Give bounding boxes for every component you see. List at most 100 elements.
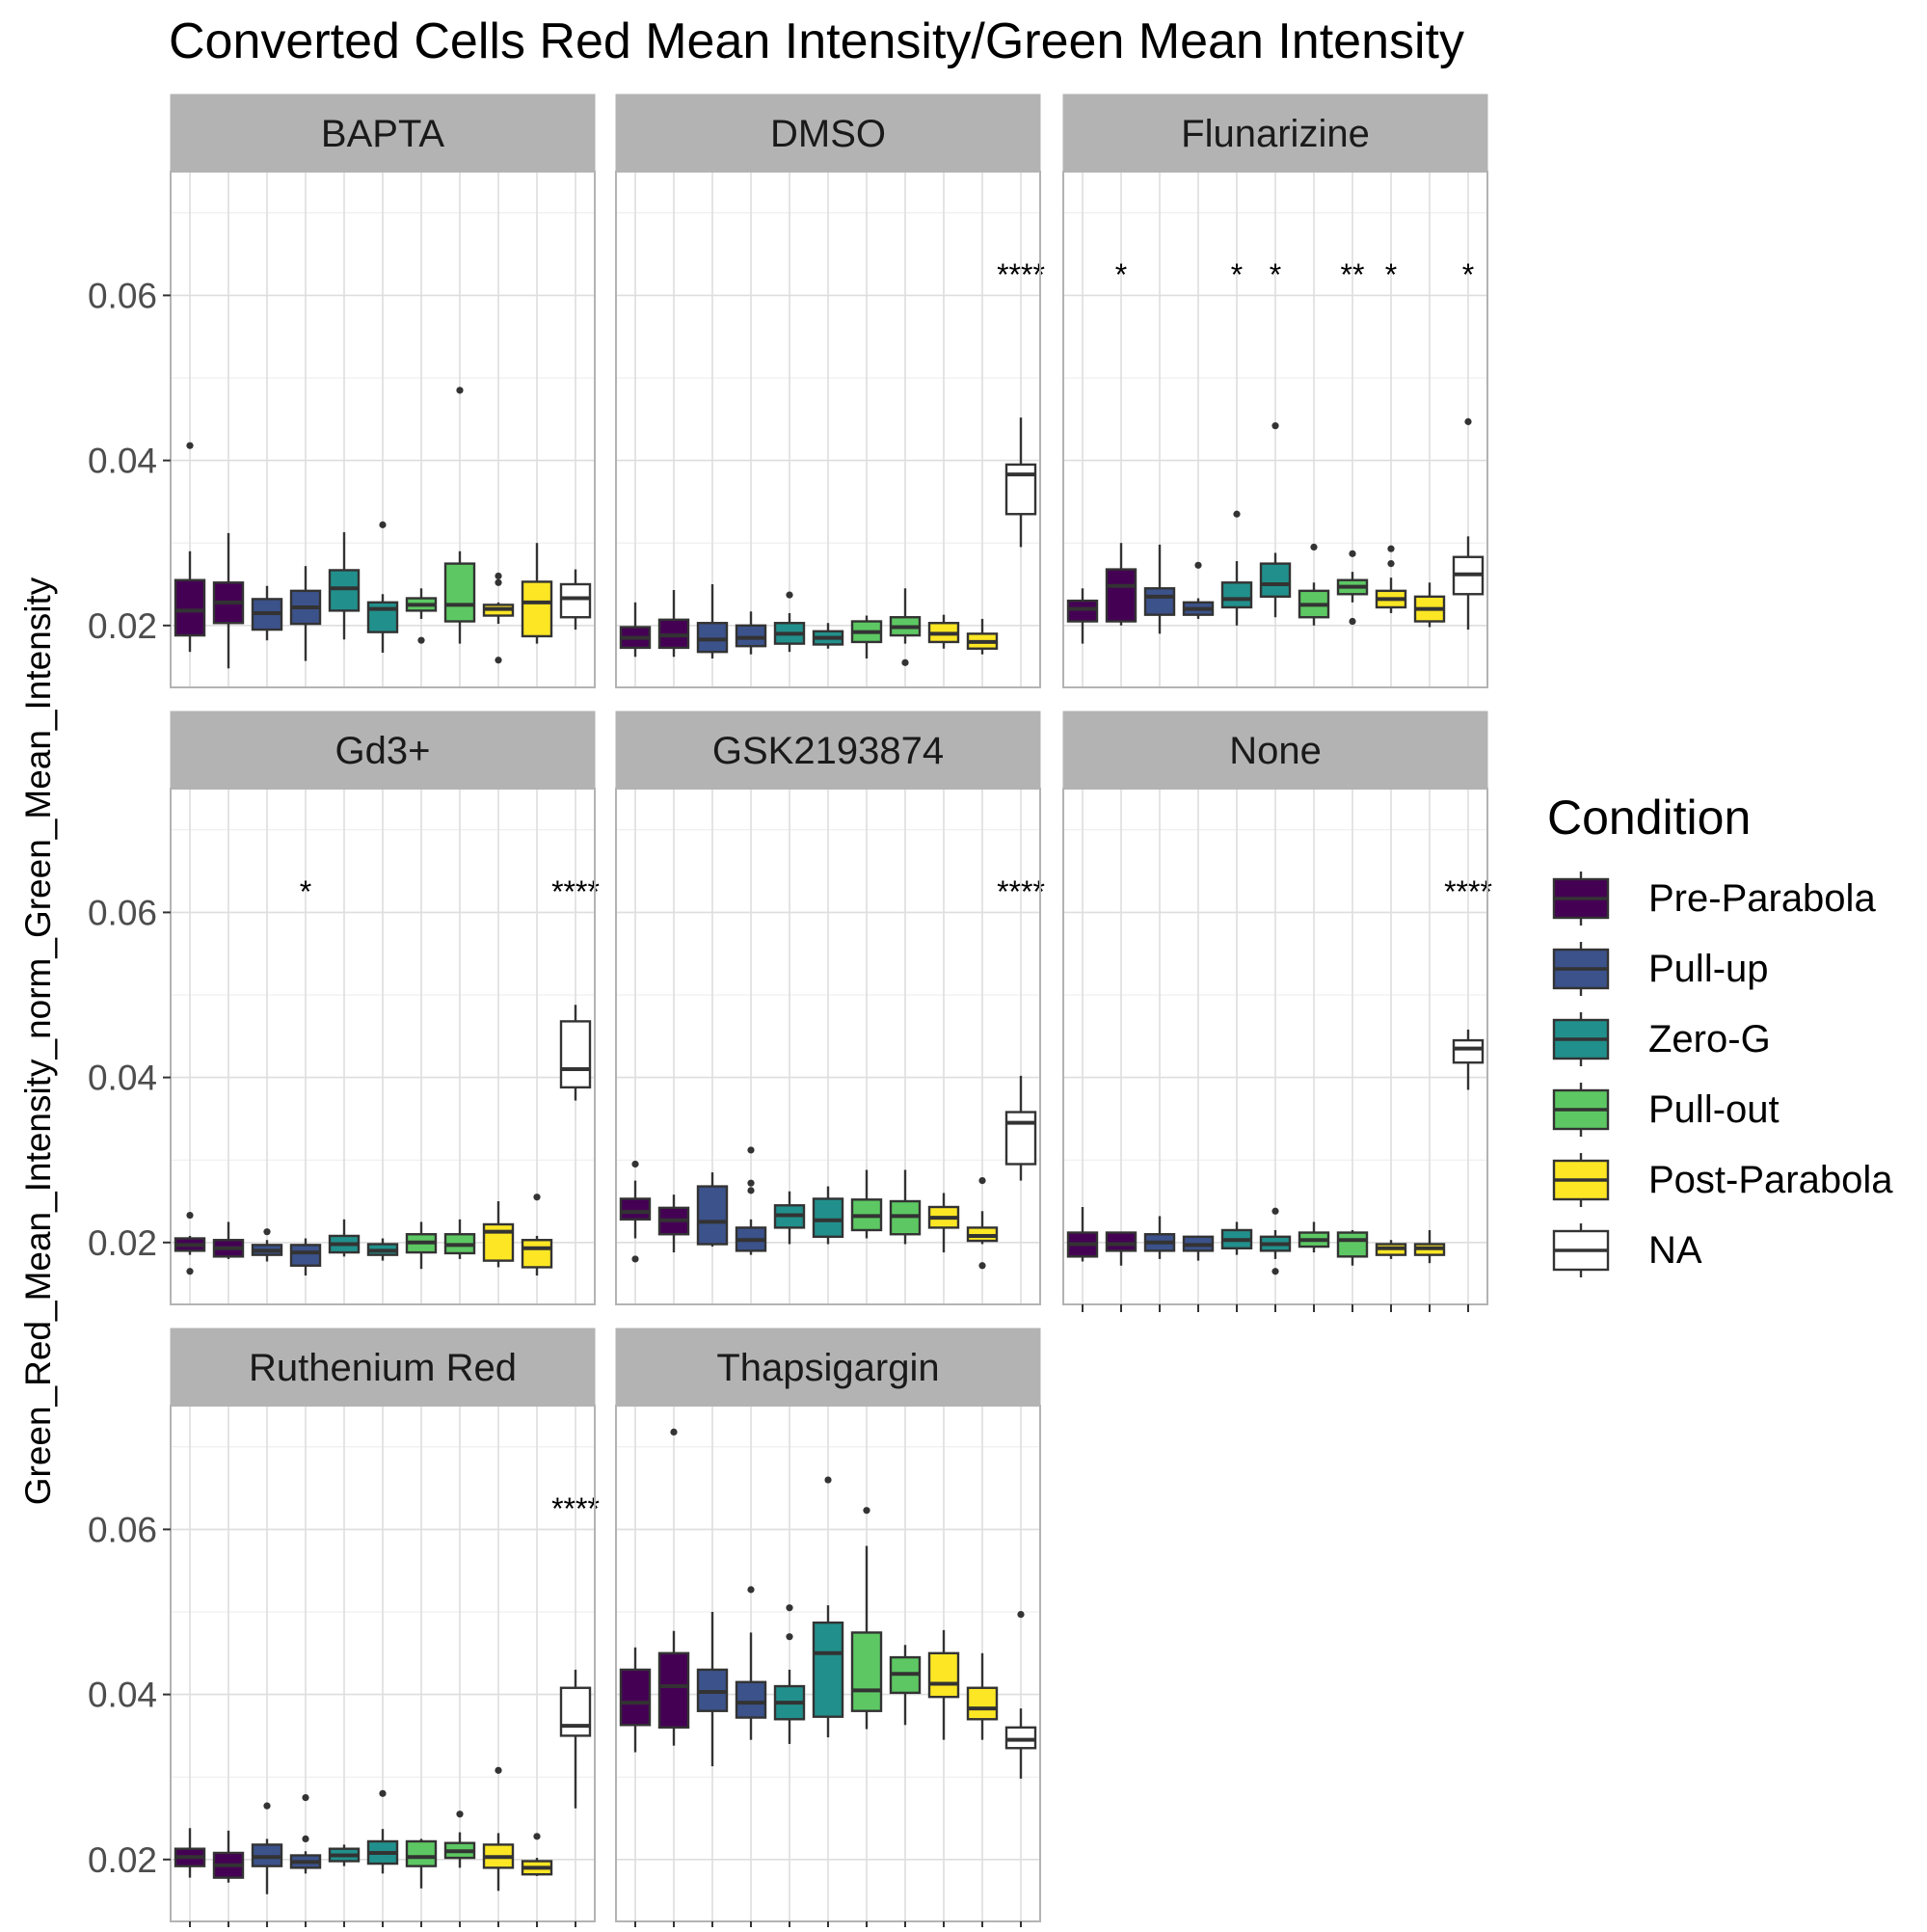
outlier-point (186, 1211, 194, 1220)
significance-label: **** (997, 874, 1045, 909)
chart-title: Converted Cells Red Mean Intensity/Green… (169, 13, 1464, 69)
box-gsk2193874-8 (927, 1193, 960, 1253)
legend-item-post-parabola: Post-Parabola (1552, 1153, 1893, 1207)
panel-bapta: BAPTA 0.02 0.04 0.06 (88, 94, 596, 688)
box-ruthenium-red-10 (559, 1669, 592, 1809)
box-thapsigargin-3 (735, 1586, 767, 1740)
y-tick-label: 0.06 (88, 893, 157, 932)
facet-label-flunarizine: Flunarizine (1181, 113, 1370, 155)
box-thapsigargin-9 (966, 1652, 999, 1740)
significance-label: **** (551, 874, 600, 909)
box-gsk2193874-4 (773, 1191, 806, 1245)
outlier-point (379, 1789, 387, 1797)
outlier-point (379, 521, 387, 528)
outlier-point (631, 1160, 639, 1168)
box-body (812, 1197, 844, 1239)
panel-thapsigargin: Thapsigargin (615, 1328, 1041, 1929)
outlier-point (1349, 550, 1356, 557)
box-body (1004, 1726, 1037, 1750)
box-body (1066, 599, 1099, 623)
panel-border (170, 788, 596, 1305)
box-body (559, 582, 592, 619)
legend-item-pull-out: Pull-out (1552, 1083, 1780, 1137)
facet-label-dmso: DMSO (770, 113, 886, 155)
boxes (174, 387, 592, 669)
facet-strip-thapsigargin (615, 1328, 1041, 1407)
box-body (1259, 562, 1292, 599)
box-thapsigargin-4 (773, 1604, 806, 1744)
box-body (1004, 463, 1037, 516)
box-ruthenium-red-2 (251, 1802, 283, 1894)
box-ruthenium-red-6 (405, 1838, 438, 1889)
box-none-8 (1375, 1240, 1407, 1259)
box-body (1336, 1231, 1369, 1258)
significance-label: * (1462, 257, 1474, 292)
boxes (619, 417, 1037, 666)
outlier-point (1310, 543, 1318, 551)
box-thapsigargin-5 (812, 1476, 844, 1738)
outlier-point (1233, 510, 1241, 518)
facet-strip-ruthenium-red (170, 1328, 596, 1407)
box-ruthenium-red-9 (521, 1833, 553, 1876)
legend-label-pull-out: Pull-out (1648, 1088, 1780, 1131)
panel-gd3: Gd3+* ****0.020.040.06 (88, 711, 600, 1305)
box-body (966, 1686, 999, 1721)
box-body (289, 1244, 322, 1267)
box-body (696, 622, 729, 654)
box-body (1004, 1111, 1037, 1166)
box-body (812, 1621, 844, 1718)
box-body (443, 562, 476, 623)
outlier-point (186, 442, 194, 449)
y-tick-label: 0.04 (88, 1059, 157, 1098)
box-gsk2193874-2 (696, 1172, 729, 1248)
box-flunarizine-7 (1336, 550, 1369, 626)
facet-label-ruthenium-red: Ruthenium Red (249, 1347, 517, 1389)
box-flunarizine-8 (1375, 545, 1407, 613)
box-body (521, 1239, 553, 1269)
facet-strip-dmso (615, 94, 1041, 173)
box-gd3-1 (212, 1221, 245, 1259)
box-bapta-8 (482, 572, 515, 664)
box-none-3 (1182, 1235, 1215, 1261)
boxes (174, 1669, 592, 1894)
box-ruthenium-red-3 (289, 1794, 322, 1874)
legend-label-na: NA (1648, 1229, 1702, 1272)
box-dmso-3 (735, 611, 767, 655)
box-gd3-10 (559, 1005, 592, 1101)
y-tick-label: 0.02 (88, 606, 157, 646)
outlier-point (456, 387, 464, 394)
box-body (696, 1185, 729, 1246)
box-body (735, 1680, 767, 1719)
legend-item-na: NA (1552, 1223, 1702, 1277)
box-dmso-6 (850, 615, 883, 659)
panel-gsk2193874: GSK2193874 **** (615, 711, 1045, 1305)
legend: Condition Pre-Parabola Pull-up Zero-G Pull-… (1547, 791, 1893, 1277)
box-thapsigargin-1 (657, 1428, 690, 1746)
facet-strip-flunarizine (1062, 94, 1488, 173)
y-tick-label: 0.02 (88, 1840, 157, 1880)
box-bapta-1 (212, 532, 245, 669)
box-gsk2193874-0 (619, 1160, 652, 1263)
outlier-point (747, 1187, 755, 1194)
box-bapta-10 (559, 569, 592, 631)
legend-label-pull-up: Pull-up (1648, 948, 1769, 990)
box-gd3-9 (521, 1194, 553, 1276)
significance-label: * (1385, 257, 1397, 292)
box-dmso-5 (812, 623, 844, 649)
box-ruthenium-red-1 (212, 1830, 245, 1883)
significance-label: ** (1341, 257, 1365, 292)
box-thapsigargin-0 (619, 1647, 652, 1753)
box-none-9 (1413, 1229, 1446, 1264)
outlier-point (1271, 422, 1279, 430)
box-ruthenium-red-0 (174, 1828, 206, 1878)
significance-label: * (1115, 257, 1127, 292)
box-gsk2193874-6 (850, 1169, 883, 1239)
legend-item-pull-up: Pull-up (1552, 942, 1769, 996)
box-bapta-4 (328, 532, 361, 640)
outlier-point (533, 1194, 541, 1201)
box-gd3-8 (482, 1201, 515, 1268)
outlier-point (495, 1766, 502, 1774)
box-body (174, 578, 206, 637)
box-dmso-4 (773, 591, 806, 653)
